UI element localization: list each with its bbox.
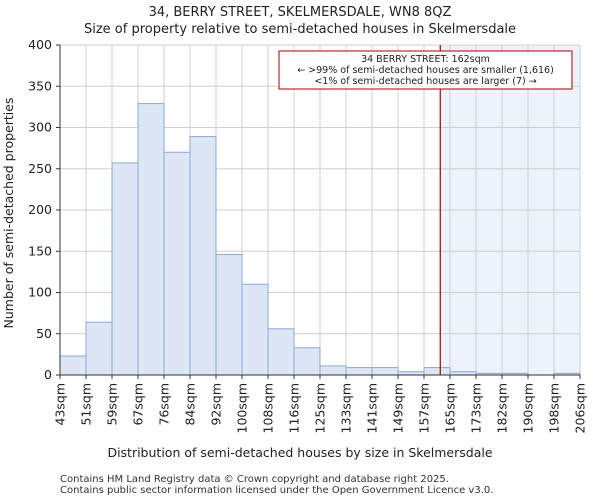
- chart-subtitle: Size of property relative to semi-detach…: [84, 22, 516, 37]
- x-tick-label: 51sqm: [79, 383, 94, 426]
- x-tick-label: 157sqm: [417, 383, 432, 433]
- footer-licence: Contains public sector information licen…: [60, 485, 493, 496]
- bar-51sqm[interactable]: [85, 321, 113, 376]
- bar-84sqm[interactable]: [189, 136, 217, 376]
- y-tick-label: 200: [28, 202, 52, 217]
- x-axis-label: Distribution of semi-detached houses by …: [107, 445, 492, 460]
- x-tick-label: 59sqm: [105, 383, 120, 426]
- x-tick-label: 133sqm: [339, 383, 354, 433]
- bar-43sqm[interactable]: [59, 355, 87, 376]
- y-axis-label: Number of semi-detached properties: [1, 98, 16, 329]
- y-tick-label: 50: [36, 326, 52, 341]
- y-tick-label: 0: [44, 367, 52, 382]
- x-tick-label: 67sqm: [131, 383, 146, 426]
- x-tick-label: 116sqm: [287, 383, 302, 433]
- x-tick-label: 173sqm: [469, 383, 484, 433]
- y-tick-label: 250: [28, 161, 52, 176]
- x-tick-label: 100sqm: [235, 383, 250, 433]
- plot-area: 0 50 100 150 200 250 300 350 400 43sqm 51sqm 59sqm 6…: [28, 37, 587, 433]
- x-tick-label: 76sqm: [157, 383, 172, 426]
- annotation-line: <1% of semi-detached houses are larger (…: [314, 76, 536, 87]
- x-tick-label: 165sqm: [443, 383, 458, 433]
- x-tick-label: 125sqm: [313, 383, 328, 433]
- x-tick-label: 149sqm: [391, 383, 406, 433]
- x-tick-label: 206sqm: [573, 383, 588, 433]
- y-tick-label: 100: [28, 285, 52, 300]
- footer-copyright: Contains HM Land Registry data © Crown c…: [60, 474, 449, 485]
- x-tick-label: 92sqm: [209, 383, 224, 426]
- bar-116sqm[interactable]: [293, 347, 321, 376]
- x-tick-label: 43sqm: [53, 383, 68, 426]
- bar-67sqm[interactable]: [137, 103, 165, 376]
- bar-92sqm[interactable]: [215, 254, 243, 376]
- x-tick-label: 198sqm: [547, 383, 562, 433]
- bar-133sqm[interactable]: [345, 367, 373, 376]
- x-tick-label: 190sqm: [521, 383, 536, 433]
- y-tick-label: 400: [28, 37, 52, 52]
- bar-125sqm[interactable]: [319, 365, 347, 376]
- x-tick-label: 84sqm: [183, 383, 198, 426]
- annotation-line: 34 BERRY STREET: 162sqm: [361, 54, 490, 65]
- bar-108sqm[interactable]: [267, 328, 295, 376]
- x-tick-label: 182sqm: [495, 383, 510, 433]
- bar-157sqm[interactable]: [423, 367, 451, 376]
- y-tick-label: 150: [28, 243, 52, 258]
- x-tick-label: 108sqm: [261, 383, 276, 433]
- annotation-box: [278, 50, 573, 90]
- bar-100sqm[interactable]: [241, 283, 269, 376]
- y-tick-label: 300: [28, 120, 52, 135]
- bar-76sqm[interactable]: [163, 151, 191, 376]
- bar-59sqm[interactable]: [111, 162, 139, 376]
- chart-title: 34, BERRY STREET, SKELMERSDALE, WN8 8QZ: [149, 5, 452, 20]
- annotation-line: ← >99% of semi-detached houses are small…: [297, 65, 554, 76]
- x-tick-label: 141sqm: [365, 383, 380, 433]
- y-tick-label: 350: [28, 78, 52, 93]
- bar-141sqm[interactable]: [371, 367, 399, 376]
